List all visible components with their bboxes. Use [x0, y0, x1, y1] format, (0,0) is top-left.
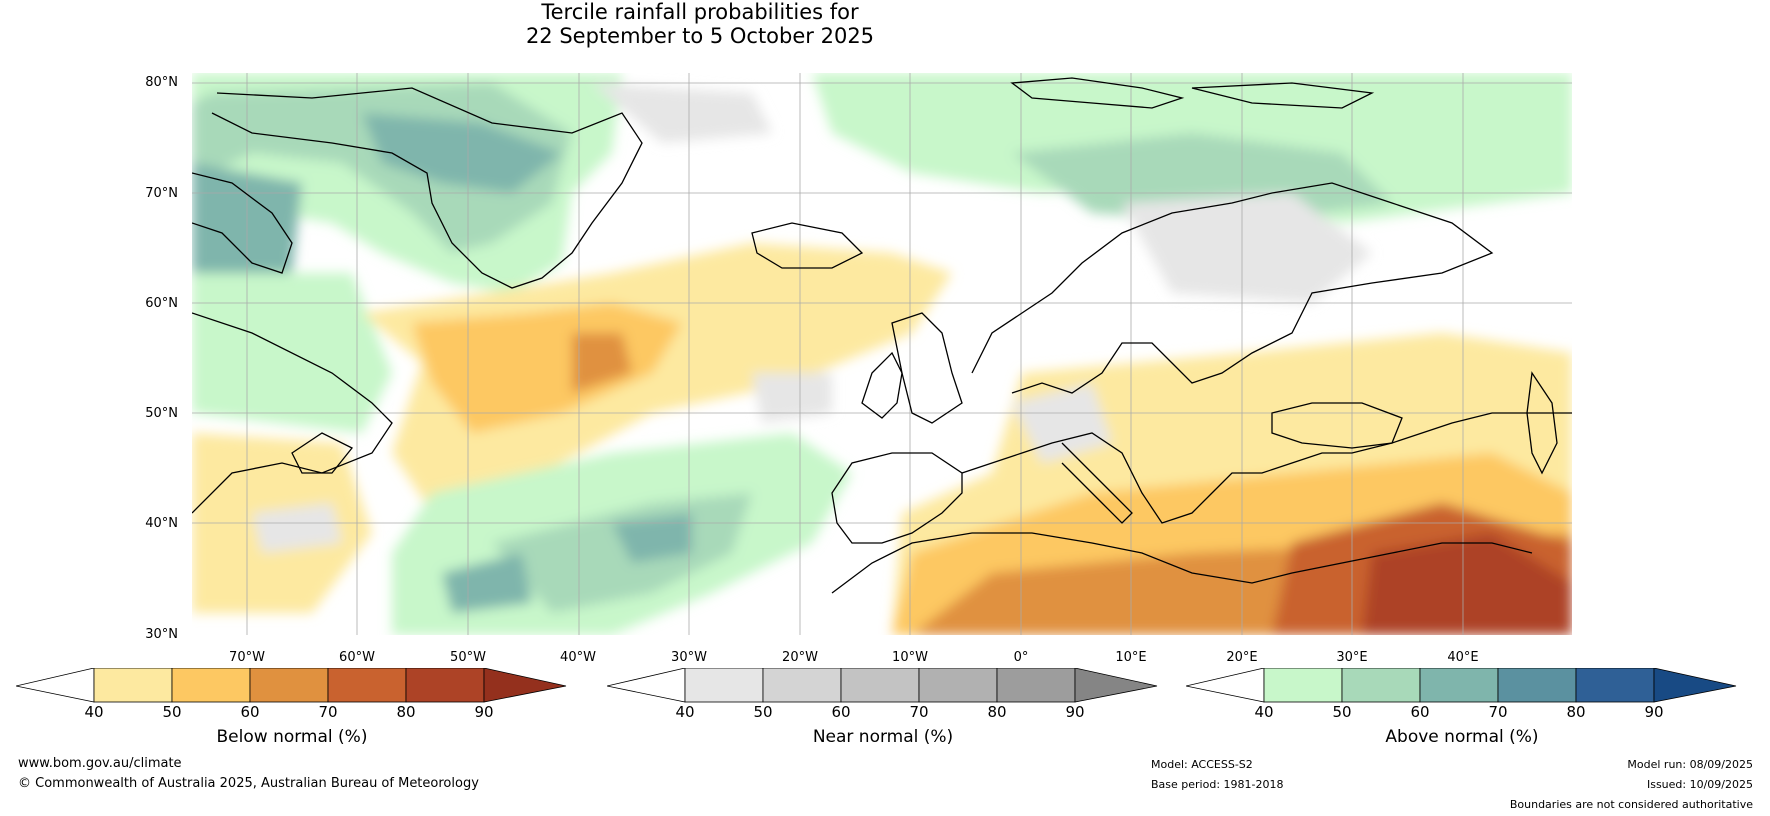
title-line-1: Tercile rainfall probabilities for	[541, 0, 859, 24]
lon-label-20w: 20°W	[782, 650, 818, 665]
lon-label-30w: 30°W	[671, 650, 707, 665]
colorbar-below	[16, 668, 567, 703]
cb-near-label: Near normal (%)	[812, 727, 954, 747]
cb-near-bin-2	[762, 668, 842, 703]
cb-near-tick-50: 50	[753, 703, 773, 721]
lon-label-10e: 10°E	[1115, 650, 1147, 665]
cb-below-tick-90: 90	[474, 703, 494, 721]
field-near-2	[1012, 383, 1112, 463]
field-near-1	[592, 83, 772, 143]
footer-issued: Issued: 10/09/2025	[1646, 778, 1753, 791]
coastlines	[192, 77, 1572, 594]
lon-label-20e: 20°E	[1226, 650, 1258, 665]
cb-below-tick-40: 40	[84, 703, 104, 721]
lon-label-60w: 60°W	[339, 650, 375, 665]
graticule	[192, 73, 1572, 635]
cb-near-bin-3	[840, 668, 920, 703]
cb-near-bin-5	[996, 668, 1076, 703]
lon-label-50w: 50°W	[450, 650, 486, 665]
cb-near-ext-high	[1074, 668, 1158, 703]
cb-below-tick-60: 60	[240, 703, 260, 721]
field-near-3	[752, 373, 832, 423]
lat-label-60n: 60°N	[145, 296, 178, 311]
footer-base-period: Base period: 1981-2018	[1151, 778, 1284, 791]
cb-near-tick-90: 90	[1065, 703, 1085, 721]
field-below-middleeast-2	[1362, 533, 1572, 635]
cb-above-bin-1	[1263, 668, 1343, 703]
footer-website: www.bom.gov.au/climate	[18, 756, 182, 771]
field-above-subtropics-4	[442, 553, 532, 613]
cb-above-tick-50: 50	[1332, 703, 1352, 721]
footer-copyright: © Commonwealth of Australia 2025, Austra…	[18, 776, 479, 791]
cb-below-bin-3	[249, 668, 329, 703]
footer-model-run: Model run: 08/09/2025	[1627, 758, 1753, 771]
cb-below-bin-4	[327, 668, 407, 703]
map-svg	[192, 73, 1572, 635]
cb-below-bin-1	[93, 668, 173, 703]
cb-below-bin-5	[405, 668, 485, 703]
field-below-atlantic-3	[572, 333, 632, 393]
lon-label-40w: 40°W	[560, 650, 596, 665]
lon-label-0: 0°	[1013, 650, 1029, 665]
field-above-subtropics-3	[612, 513, 692, 563]
cb-near-bin-1	[684, 668, 764, 703]
cb-below-tick-50: 50	[162, 703, 182, 721]
colorbar-above	[1186, 668, 1737, 703]
cb-above-ext-low	[1186, 668, 1265, 703]
field-near-scandinavia	[1122, 193, 1372, 303]
lat-label-70n: 70°N	[145, 186, 178, 201]
cb-below-tick-70: 70	[318, 703, 338, 721]
lon-label-70w: 70°W	[229, 650, 265, 665]
lat-label-50n: 50°N	[145, 406, 178, 421]
cb-above-bin-5	[1575, 668, 1655, 703]
cb-near-tick-70: 70	[909, 703, 929, 721]
lat-label-30n: 30°N	[145, 627, 178, 642]
lon-label-30e: 30°E	[1336, 650, 1368, 665]
lat-label-40n: 40°N	[145, 516, 178, 531]
cb-below-ext-high	[483, 668, 567, 703]
title-line-2: 22 September to 5 October 2025	[525, 24, 875, 48]
field-near-4	[252, 503, 342, 553]
cb-near-tick-80: 80	[987, 703, 1007, 721]
cb-above-label: Above normal (%)	[1385, 727, 1539, 747]
cb-above-tick-40: 40	[1254, 703, 1274, 721]
footer-disclaimer: Boundaries are not considered authoritat…	[1509, 798, 1753, 811]
field-below-atlantic	[362, 243, 952, 513]
cb-above-tick-80: 80	[1566, 703, 1586, 721]
cb-above-bin-2	[1341, 668, 1421, 703]
cb-above-tick-90: 90	[1644, 703, 1664, 721]
cb-near-tick-40: 40	[675, 703, 695, 721]
cb-above-bin-3	[1419, 668, 1499, 703]
map-title: Tercile rainfall probabilities for 22 Se…	[0, 0, 1400, 48]
cb-below-label: Below normal (%)	[216, 727, 368, 747]
rainfall-map	[192, 73, 1572, 635]
cb-above-ext-high	[1653, 668, 1737, 703]
footer-model: Model: ACCESS-S2	[1151, 758, 1253, 771]
cb-near-tick-60: 60	[831, 703, 851, 721]
colorbar-near	[607, 668, 1158, 703]
cb-below-bin-2	[171, 668, 251, 703]
cb-below-tick-80: 80	[396, 703, 416, 721]
cb-near-bin-4	[918, 668, 998, 703]
lon-label-40e: 40°E	[1447, 650, 1479, 665]
lon-label-10w: 10°W	[892, 650, 928, 665]
cb-near-ext-low	[607, 668, 686, 703]
lat-label-80n: 80°N	[145, 75, 178, 90]
cb-below-ext-low	[16, 668, 95, 703]
cb-above-tick-70: 70	[1488, 703, 1508, 721]
field-above-greenland-3	[362, 113, 562, 193]
cb-above-bin-4	[1497, 668, 1577, 703]
cb-above-tick-60: 60	[1410, 703, 1430, 721]
